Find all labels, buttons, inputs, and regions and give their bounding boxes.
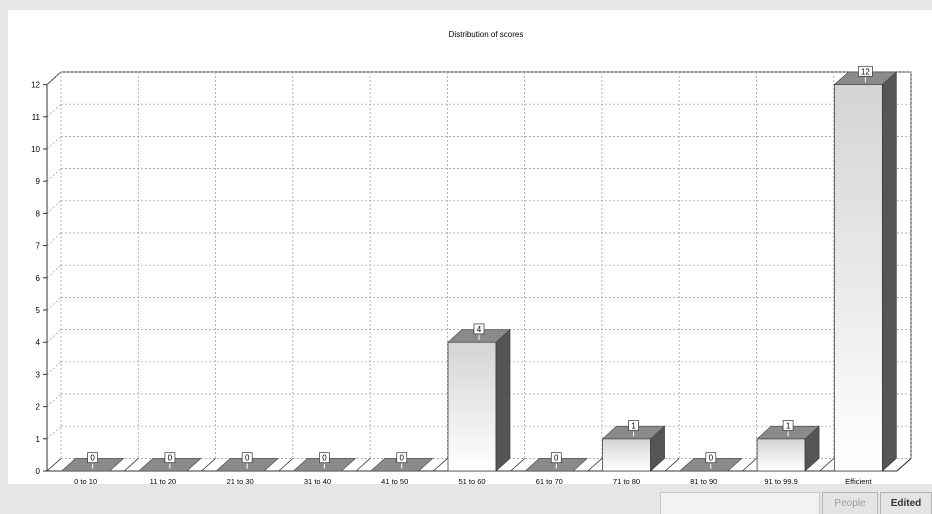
grid-line-depth [46,168,62,182]
y-tick-label: 4 [36,338,41,347]
data-label: 0 [400,454,405,463]
x-tick-labels: 0 to 10 11 to 20 21 to 30 31 to 40 41 to 50 5… [74,477,872,484]
x-tick-label: 81 to 90 [690,477,717,484]
grid-line-depth [46,425,62,440]
grid-line-depth [46,264,62,279]
data-label: 0 [245,454,250,463]
y-tick-label: 0 [36,467,41,476]
y-tick-label: 5 [36,306,41,315]
grid-line-depth [46,232,62,246]
x-tick-label: 61 to 70 [536,477,563,484]
y-tick-label: 12 [31,81,40,90]
floor-divider [587,458,603,472]
data-label-box [550,452,562,464]
chart-title: Distribution of scores [449,30,524,39]
data-label-box [319,452,330,464]
y-tick-label: 6 [36,274,41,283]
grid-line-depth [46,361,62,375]
edited-button[interactable]: Edited [880,492,932,514]
data-label: 1 [786,422,791,431]
data-label: 0 [709,454,714,463]
y-tick-label: 7 [36,242,41,251]
floor-divider [742,458,757,472]
data-label: 4 [477,325,482,334]
x-tick-label: 11 to 20 [150,477,177,484]
x-tick-label: Efficient [845,477,872,484]
bar-front [833,84,883,472]
floor-divider [896,458,912,472]
grid-line-depth [46,103,62,118]
floor-divider [510,458,525,472]
bar-chart: Distribution of scores 0123456789101112 … [31,30,912,484]
floor-divider [46,458,62,472]
grid-line-depth [46,71,62,85]
y-tick-label: 10 [31,145,40,154]
floor-divider [124,458,139,472]
data-label-box [164,452,176,464]
grid-line-depth [46,200,62,214]
floor-divider [355,458,371,472]
bar-side [882,71,897,472]
footer-field [660,492,820,514]
floor-divider [278,458,294,472]
floor-divider [201,458,216,472]
y-tick-label: 3 [36,370,41,379]
data-label-box [705,452,717,464]
y-tick-label: 11 [32,113,41,122]
bar-side [495,328,511,472]
grid-lines [46,71,912,472]
footer-bar: People Edited [0,484,932,514]
data-label: 0 [554,454,559,463]
grid-line-depth [46,393,62,407]
data-label-box [396,452,408,464]
chart-panel: Distribution of scores 0 1 2 3 4 5 6 7 8 9 10 11 12 … [8,10,932,484]
people-button[interactable]: People [822,492,878,514]
bars: 0 0 0 0 0 4 0 1 0 1 12 [60,65,898,472]
y-tick-label: 2 [36,403,41,412]
x-tick-label: 71 to 80 [613,477,640,484]
data-label: 0 [90,454,95,463]
data-label: 0 [168,454,173,463]
grid-line-depth [46,297,62,311]
floor-divider [819,458,834,472]
grid-line-depth [46,329,62,343]
x-tick-label: 41 to 50 [381,477,408,484]
x-tick-label: 21 to 30 [227,477,254,484]
data-label: 1 [631,422,636,431]
floor-divider [664,458,680,472]
bar-front [602,438,651,472]
y-tick-label: 9 [36,177,41,186]
bar-front [756,438,806,472]
y-tick-label: 1 [36,435,41,444]
y-tick-label: 8 [36,209,41,218]
grid-line-depth [46,136,62,150]
data-label-box [87,452,98,464]
data-label-box [473,323,485,335]
floor-divider [433,458,448,472]
x-tick-label: 0 to 10 [74,477,97,484]
x-tick-label: 51 to 60 [458,477,485,484]
data-label-box [628,420,639,431]
data-label-box [858,65,873,77]
data-label: 12 [861,67,870,76]
x-tick-label: 91 to 99.9 [764,477,797,484]
data-label-box [241,452,253,464]
bar-front [447,341,497,472]
data-label-box [782,420,794,431]
data-label: 0 [322,454,327,463]
x-tick-label: 31 to 40 [304,477,331,484]
